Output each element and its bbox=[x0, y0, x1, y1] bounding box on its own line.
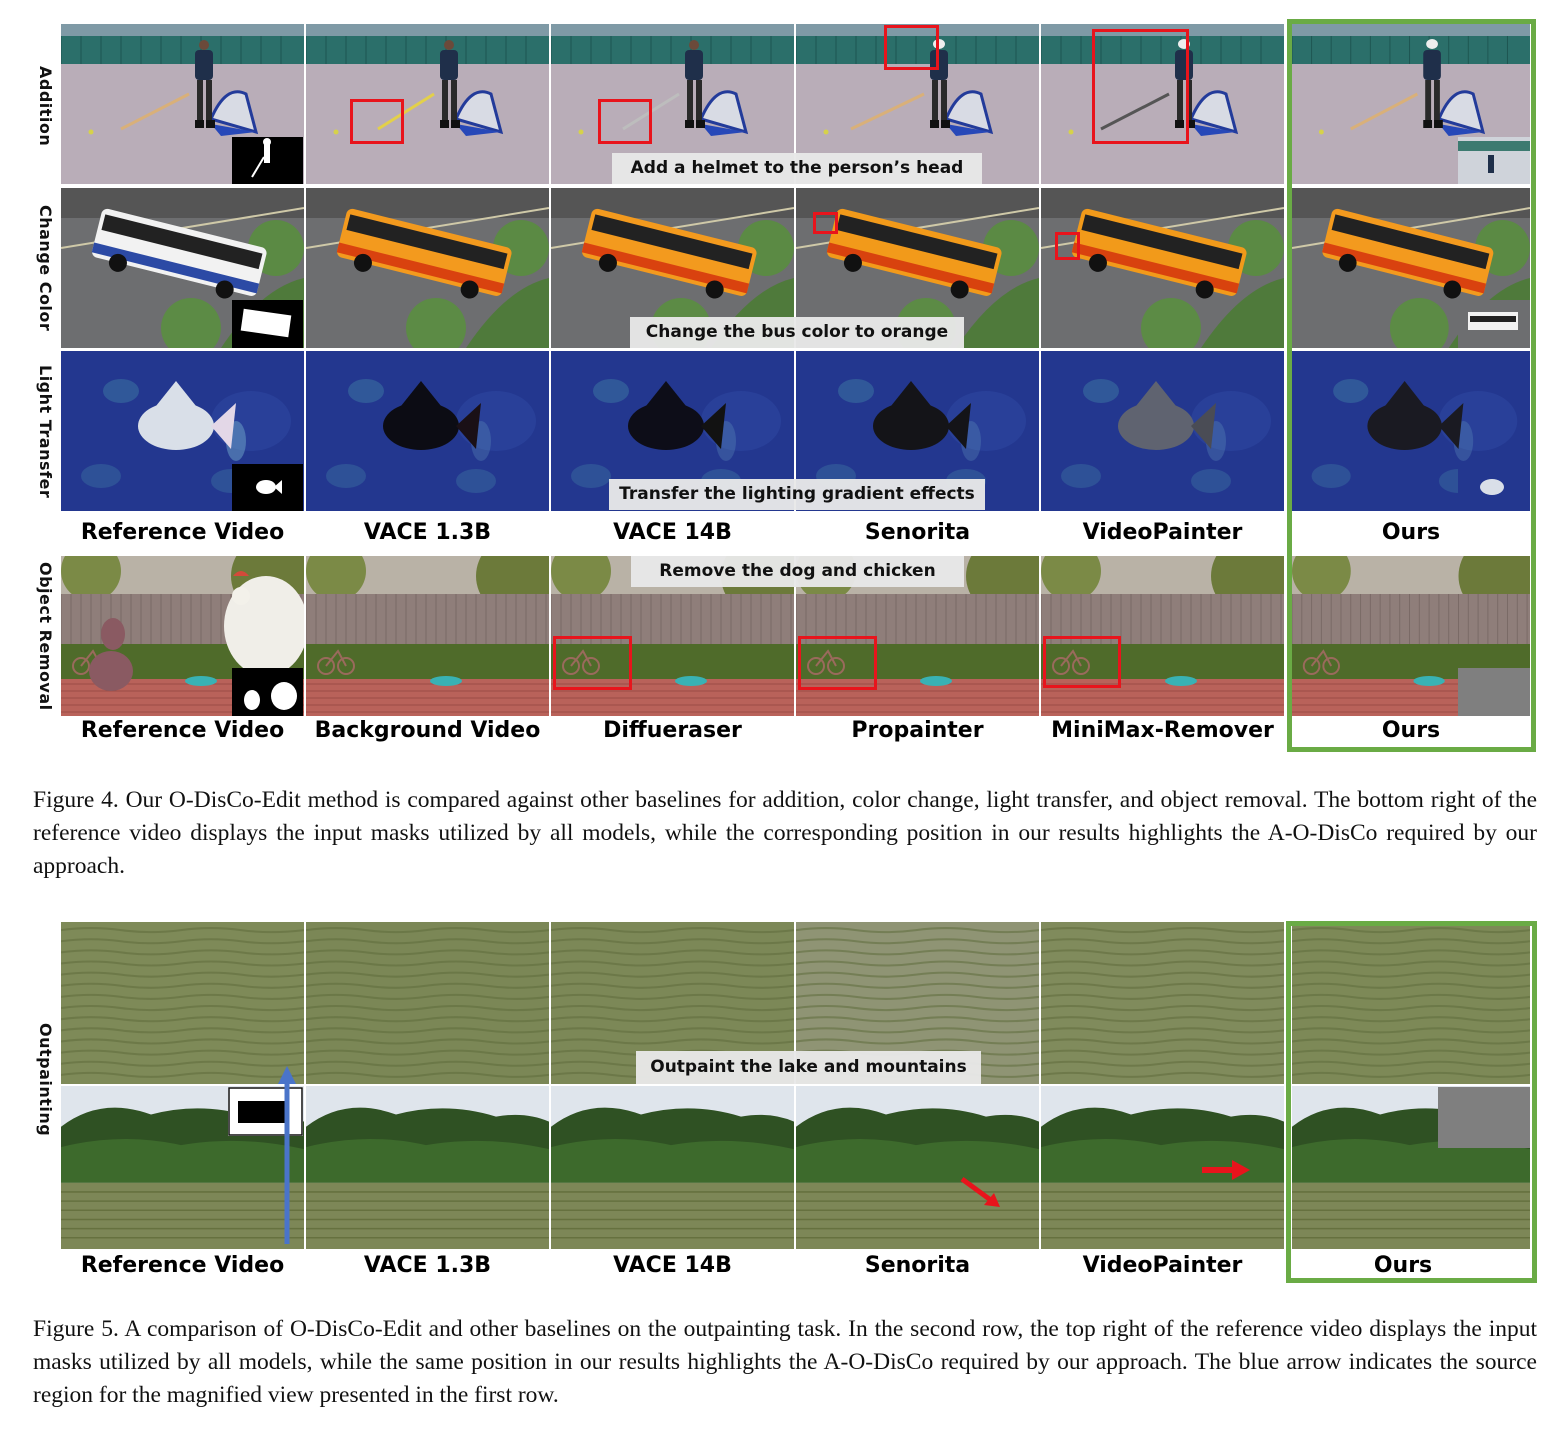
header-vace-14b: VACE 14B bbox=[613, 520, 732, 545]
video-frame bbox=[306, 24, 549, 184]
video-frame bbox=[1041, 188, 1284, 348]
video-frame bbox=[1292, 556, 1530, 716]
header-vace-14b: VACE 14B bbox=[613, 1253, 732, 1278]
video-frame bbox=[1292, 24, 1530, 184]
red-marker bbox=[598, 99, 652, 144]
video-frame bbox=[306, 1086, 549, 1249]
video-frame bbox=[306, 556, 549, 716]
video-frame bbox=[306, 188, 549, 348]
red-marker bbox=[553, 636, 632, 690]
header-propainter: Propainter bbox=[851, 718, 984, 743]
header-vace-1-3b: VACE 1.3B bbox=[363, 520, 492, 545]
red-marker bbox=[1043, 636, 1121, 688]
header-ours: Ours bbox=[1381, 520, 1441, 545]
video-frame bbox=[1292, 188, 1530, 348]
prompt-change-color: Change the bus color to orange bbox=[630, 317, 964, 348]
header-ours: Ours bbox=[1373, 1253, 1433, 1278]
red-marker bbox=[798, 636, 877, 690]
prompt-addition: Add a helmet to the person’s head bbox=[612, 153, 982, 184]
header-reference-video: Reference Video bbox=[80, 1253, 285, 1278]
header-vace-1-3b: VACE 1.3B bbox=[363, 1253, 492, 1278]
red-marker bbox=[1092, 29, 1189, 144]
red-arrow-icon bbox=[960, 1176, 1000, 1207]
a-o-disco-inset bbox=[1458, 668, 1530, 716]
video-frame bbox=[61, 556, 304, 716]
figure-4-caption: Figure 4. Our O-DisCo-Edit method is com… bbox=[33, 787, 1537, 879]
mask-inset bbox=[232, 300, 303, 348]
header-reference-video: Reference Video bbox=[80, 718, 285, 743]
a-o-disco-inset bbox=[1458, 464, 1530, 511]
mask-inset bbox=[232, 464, 303, 511]
red-arrow-icon bbox=[1202, 1160, 1250, 1180]
row-label-addition: Addition bbox=[36, 65, 55, 147]
header-minimax-remover: MiniMax-Remover bbox=[1051, 718, 1274, 743]
a-o-disco-inset bbox=[1438, 1087, 1530, 1148]
video-frame bbox=[796, 1086, 1039, 1249]
a-o-disco-inset bbox=[1458, 137, 1530, 184]
magnified-frame bbox=[61, 922, 304, 1084]
row-label-light-transfer: Light Transfer bbox=[36, 365, 55, 499]
mask-inset bbox=[232, 137, 303, 184]
blue-arrow-icon bbox=[278, 1066, 296, 1244]
row-label-object-removal: Object Removal bbox=[36, 561, 55, 711]
prompt-light-transfer: Transfer the lighting gradient effects bbox=[609, 479, 985, 510]
video-frame bbox=[1041, 24, 1284, 184]
red-marker bbox=[884, 25, 939, 70]
header-videopainter: VideoPainter bbox=[1082, 520, 1243, 545]
header-background-video: Background Video bbox=[314, 718, 541, 743]
red-marker bbox=[1055, 232, 1080, 260]
prompt-object-removal: Remove the dog and chicken bbox=[631, 556, 964, 587]
header-ours: Ours bbox=[1381, 718, 1441, 743]
header-senorita: Senorita bbox=[864, 1253, 971, 1278]
magnified-frame bbox=[1041, 922, 1284, 1084]
row-label-outpainting: Outpainting bbox=[36, 1023, 55, 1137]
header-videopainter: VideoPainter bbox=[1082, 1253, 1243, 1278]
header-diffueraser: Diffueraser bbox=[603, 718, 742, 743]
mask-inset bbox=[228, 1087, 303, 1136]
prompt-outpainting: Outpaint the lake and mountains bbox=[636, 1051, 981, 1084]
magnified-frame bbox=[1292, 922, 1530, 1084]
row-label-change-color: Change Color bbox=[36, 204, 55, 332]
red-marker bbox=[813, 212, 838, 234]
video-frame bbox=[61, 24, 304, 184]
header-reference-video: Reference Video bbox=[80, 520, 285, 545]
video-frame bbox=[306, 351, 549, 511]
mask-inset bbox=[232, 668, 303, 716]
header-senorita: Senorita bbox=[864, 520, 971, 545]
magnified-frame bbox=[306, 922, 549, 1084]
a-o-disco-inset bbox=[1458, 300, 1530, 348]
figure-5-caption: Figure 5. A comparison of O-DisCo-Edit a… bbox=[33, 1316, 1537, 1408]
video-frame bbox=[1041, 351, 1284, 511]
red-marker bbox=[350, 99, 404, 144]
video-frame bbox=[551, 1086, 794, 1249]
